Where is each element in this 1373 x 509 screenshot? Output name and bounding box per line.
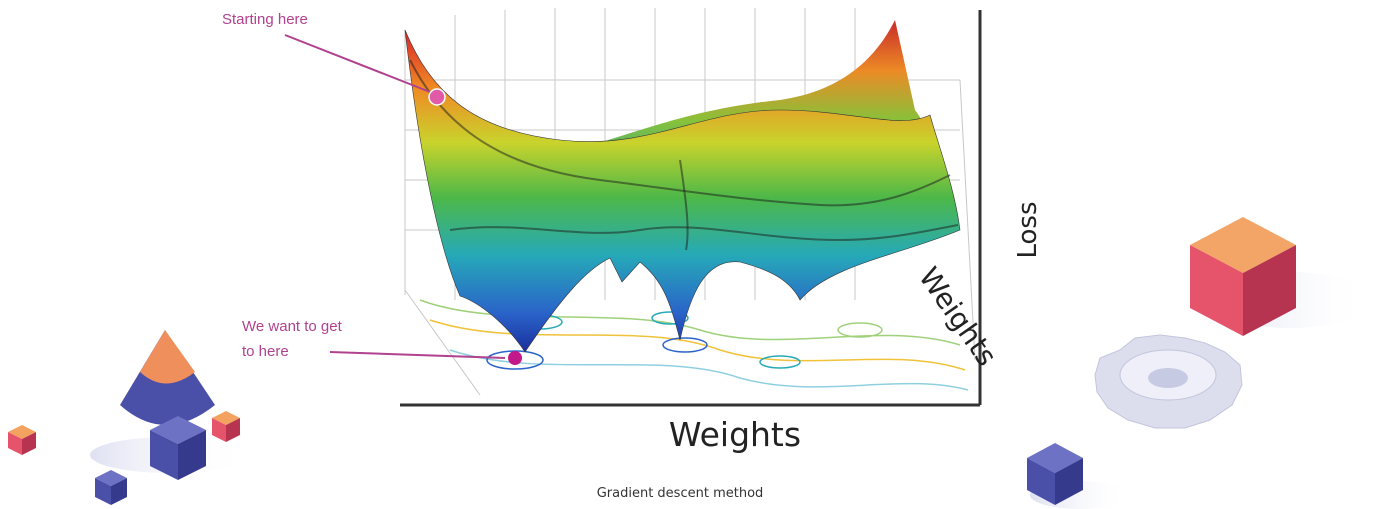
goal-point	[508, 351, 522, 365]
x-axis-label: Weights	[669, 415, 801, 454]
annotation-goal: to here	[242, 343, 289, 360]
start-point	[429, 89, 445, 105]
caption: Gradient descent method	[597, 486, 764, 501]
decoration-right	[1027, 217, 1370, 509]
y-axis-label: Weights	[912, 261, 1003, 372]
z-axis-label: Loss	[1013, 201, 1043, 258]
illustration: Starting here We want to get to here Los…	[0, 0, 1373, 509]
annotation-start: Starting here	[222, 11, 308, 28]
annotation-goal: We want to get	[242, 318, 343, 335]
pointer-goal	[330, 352, 505, 358]
decoration-left	[8, 330, 250, 505]
page: Starting here We want to get to here Los…	[0, 0, 1373, 509]
